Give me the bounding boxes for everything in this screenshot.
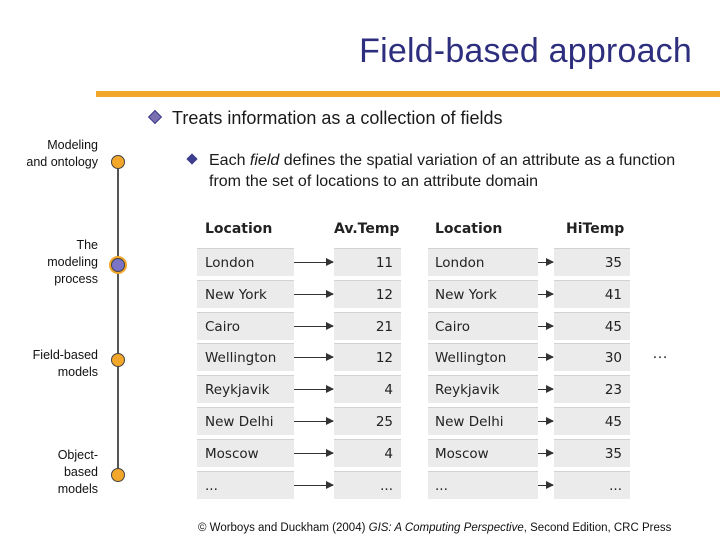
table-cell: ... xyxy=(554,470,630,499)
nav-label-4[interactable]: Object-based models xyxy=(58,447,98,498)
table-cell: Moscow xyxy=(197,438,294,467)
mapping-arrow-icon xyxy=(294,480,334,489)
table-cell: 23 xyxy=(554,375,630,404)
mapping-arrow-icon xyxy=(538,258,554,266)
table-cell: ... xyxy=(334,470,401,499)
nav-label-line: based xyxy=(63,465,98,479)
table-cell: Wellington xyxy=(428,343,538,372)
table-cell: 11 xyxy=(334,248,401,276)
nav-label-1[interactable]: Modeling and ontology xyxy=(26,137,98,171)
table-cell: 45 xyxy=(554,311,630,340)
table-cell: Reykjavik xyxy=(197,375,294,404)
title-underline xyxy=(96,91,720,97)
mapping-arrow-icon xyxy=(538,480,554,489)
nav-node-4[interactable] xyxy=(111,468,125,482)
mapping-arrow-icon xyxy=(538,448,554,457)
mapping-arrow-icon xyxy=(538,289,554,298)
mapping-arrow-icon xyxy=(538,417,554,425)
table-cell: 12 xyxy=(334,343,401,372)
diamond-bullet-icon xyxy=(147,109,163,125)
table-header-avtemp: Av.Temp xyxy=(334,221,400,237)
nav-label-line: The xyxy=(76,238,98,252)
mapping-arrow-icon xyxy=(294,448,334,457)
table-header-location-2: Location xyxy=(435,221,503,237)
table-cell: Moscow xyxy=(428,438,538,467)
table-cell: 35 xyxy=(554,248,630,276)
nav-node-1[interactable] xyxy=(111,155,125,169)
mapping-arrow-icon xyxy=(294,321,334,330)
mapping-arrow-icon xyxy=(294,385,334,394)
sub-bullet-text-post: defines the spatial variation of an attr… xyxy=(209,152,676,190)
table-cell: 21 xyxy=(334,311,401,340)
nav-label-line: models xyxy=(57,365,98,379)
table-cell: ... xyxy=(428,470,538,499)
nav-label-line: modeling xyxy=(47,255,98,269)
nav-label-line: process xyxy=(54,272,98,286)
table-cell: 30 xyxy=(554,343,630,372)
credit-pre: © Worboys and Duckham (2004) xyxy=(198,522,369,534)
table-cell: 41 xyxy=(554,279,630,308)
table-header-hitemp: HiTemp xyxy=(566,221,625,237)
table-cell: London xyxy=(428,248,538,276)
sub-bullet-text-pre: Each xyxy=(209,152,250,169)
sub-bullet-text-emphasis: field xyxy=(249,152,280,169)
nav-node-2[interactable] xyxy=(111,258,125,272)
table-cell: 35 xyxy=(554,438,630,467)
table-cell: New York xyxy=(197,279,294,308)
table-cell: 25 xyxy=(334,407,401,435)
mapping-arrow-icon xyxy=(294,258,334,266)
slide-title: Field-based approach xyxy=(359,32,692,70)
table-cell: London xyxy=(197,248,294,276)
credit-book-title: GIS: A Computing Perspective xyxy=(368,522,524,534)
mapping-arrow-icon xyxy=(294,289,334,298)
mapping-arrow-icon xyxy=(294,353,334,362)
nav-label-line: Modeling xyxy=(47,138,98,152)
table-cell: ... xyxy=(197,470,294,499)
table-header-location-1: Location xyxy=(205,221,273,237)
table-cell: 12 xyxy=(334,279,401,308)
field-table: Location Av.Temp Location HiTemp London 1… xyxy=(197,216,642,502)
square-bullet-icon xyxy=(186,153,198,165)
main-bullet-text: Treats information as a collection of fi… xyxy=(172,108,503,128)
nav-label-line: Field-based xyxy=(32,348,98,362)
table-cell: 4 xyxy=(334,438,401,467)
continuation-ellipsis: … xyxy=(652,345,668,362)
table-cell: New York xyxy=(428,279,538,308)
credit-line: © Worboys and Duckham (2004) GIS: A Comp… xyxy=(198,522,671,534)
credit-post: , Second Edition, CRC Press xyxy=(523,522,672,534)
mapping-arrow-icon xyxy=(538,353,554,362)
main-bullet: Treats information as a collection of fi… xyxy=(147,108,503,129)
table-cell: Cairo xyxy=(428,311,538,340)
table-cell: Wellington xyxy=(197,343,294,372)
table-cell: New Delhi xyxy=(197,407,294,435)
mapping-arrow-icon xyxy=(538,321,554,330)
sub-bullet: Each field defines the spatial variation… xyxy=(186,150,698,192)
table-cell: Cairo xyxy=(197,311,294,340)
table-cell: New Delhi xyxy=(428,407,538,435)
mapping-arrow-icon xyxy=(294,417,334,425)
table-cell: 45 xyxy=(554,407,630,435)
table-cell: 4 xyxy=(334,375,401,404)
nav-node-3[interactable] xyxy=(111,353,125,367)
nav-label-3[interactable]: Field-based models xyxy=(33,347,98,381)
nav-timeline-line xyxy=(117,160,119,476)
nav-label-2[interactable]: The modeling process xyxy=(47,237,98,288)
mapping-arrow-icon xyxy=(538,385,554,394)
nav-label-line: and ontology xyxy=(26,155,98,169)
nav-label-line: Object- xyxy=(57,448,98,462)
sub-bullet-text: Each field defines the spatial variation… xyxy=(209,150,698,192)
nav-label-line: models xyxy=(57,482,98,496)
table-cell: Reykjavik xyxy=(428,375,538,404)
